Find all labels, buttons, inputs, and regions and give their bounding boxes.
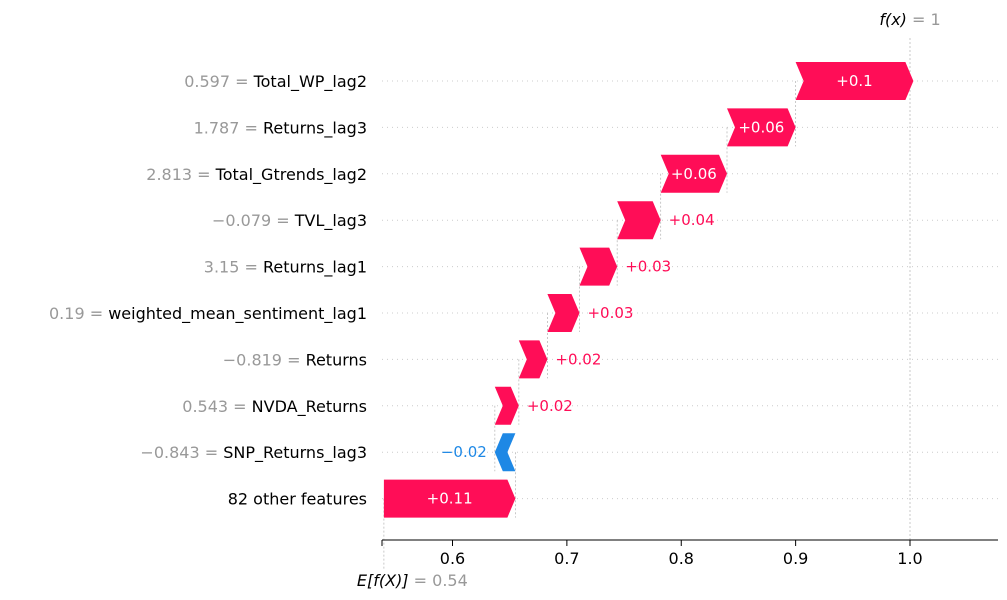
bar-value-label: +0.02 [527, 397, 573, 415]
x-tick-label: 0.9 [783, 549, 808, 568]
x-tick-label: 0.7 [554, 549, 579, 568]
feature-value: 0.19 = [49, 304, 108, 323]
positive-bar [660, 154, 727, 193]
output-value-text: = 1 [912, 10, 941, 29]
feature-value: 0.597 = [184, 72, 253, 91]
feature-label: 0.19 = weighted_mean_sentiment_lag1 [49, 304, 367, 324]
negative-bar [494, 433, 516, 472]
feature-label: 1.787 = Returns_lag3 [194, 118, 367, 138]
x-tick-label: 1.0 [897, 549, 922, 568]
bar-value-label: +0.06 [671, 165, 717, 183]
bar-value-label: +0.06 [738, 118, 784, 136]
bar-value-label: −0.02 [441, 443, 487, 461]
bar-value-label: +0.11 [427, 490, 473, 508]
positive-bar [617, 201, 661, 240]
base-value-text: = 0.54 [414, 571, 468, 590]
base-label-name: E[f(X)] [357, 571, 414, 590]
positive-bar [547, 294, 580, 332]
feature-value: 1.787 = [194, 118, 263, 137]
value-annotations: +0.1 +0.06 +0.06 +0.04 +0.03 +0.03 +0.02 +0.02 −… [357, 10, 941, 590]
base-value-label: E[f(X)] = 0.54 [357, 571, 468, 590]
bar-value-label: +0.1 [836, 72, 872, 90]
feature-name: TVL_lag3 [294, 211, 367, 231]
feature-name: SNP_Returns_lag3 [223, 443, 367, 463]
feature-value: −0.079 = [212, 211, 295, 230]
row-gridlines [382, 80, 998, 500]
positive-bar [727, 108, 796, 147]
feature-name: Total_Gtrends_lag2 [215, 165, 367, 185]
feature-label: 82 other features [228, 490, 367, 509]
positive-bar [383, 479, 516, 518]
feature-value: −0.843 = [140, 443, 223, 462]
output-value-label: f(x) = 1 [879, 10, 940, 29]
feature-name: Returns_lag1 [263, 258, 367, 278]
feature-label: −0.819 = Returns [223, 350, 367, 369]
feature-name: NVDA_Returns [252, 397, 367, 417]
feature-name: 82 other features [228, 490, 367, 509]
feature-name: Total_WP_lag2 [253, 72, 367, 92]
feature-label: −0.079 = TVL_lag3 [212, 211, 367, 231]
feature-name: Returns_lag3 [263, 118, 367, 138]
feature-value: 0.543 = [182, 397, 251, 416]
feature-labels: 0.597 = Total_WP_lag2 1.787 = Returns_lag… [49, 72, 367, 509]
x-tick-label: 0.8 [669, 549, 694, 568]
x-axis: 0.6 0.7 0.8 0.9 1.0 [381, 539, 998, 568]
positive-bar [494, 386, 519, 425]
guide-lines [383, 38, 911, 570]
feature-label: 3.15 = Returns_lag1 [204, 258, 367, 278]
feature-value: −0.819 = [223, 350, 306, 369]
bars [383, 62, 914, 518]
bar-value-label: +0.04 [669, 211, 715, 229]
x-tick-label: 0.6 [440, 549, 465, 568]
feature-label: −0.843 = SNP_Returns_lag3 [140, 443, 367, 463]
feature-label: 2.813 = Total_Gtrends_lag2 [146, 165, 367, 185]
feature-value: 2.813 = [146, 165, 215, 184]
feature-name: weighted_mean_sentiment_lag1 [108, 304, 367, 324]
bar-value-label: +0.03 [587, 304, 633, 322]
positive-bar [795, 62, 914, 100]
bar-value-label: +0.02 [555, 350, 601, 368]
positive-bar [579, 247, 618, 286]
output-label-name: f(x) [879, 10, 912, 29]
feature-label: 0.543 = NVDA_Returns [182, 397, 367, 417]
feature-name: Returns [306, 350, 367, 369]
positive-bar [518, 340, 548, 379]
bar-value-label: +0.03 [625, 258, 671, 276]
feature-value: 3.15 = [204, 258, 263, 277]
feature-label: 0.597 = Total_WP_lag2 [184, 72, 367, 92]
